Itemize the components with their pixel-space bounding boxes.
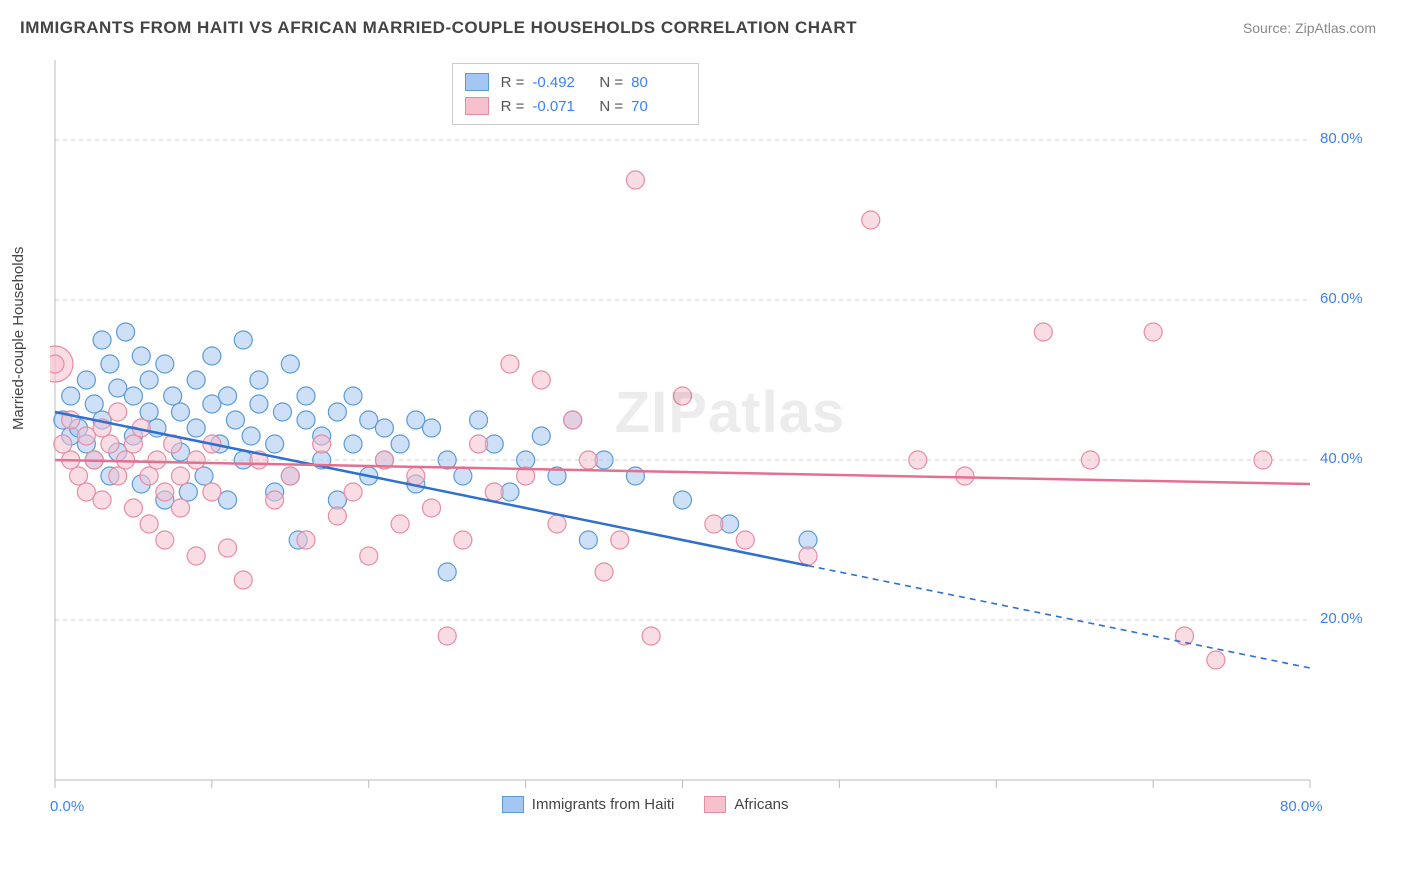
chart-title: IMMIGRANTS FROM HAITI VS AFRICAN MARRIED… xyxy=(20,18,857,38)
legend-r-value: -0.492 xyxy=(532,74,587,91)
legend-swatch xyxy=(502,796,524,813)
y-tick-label: 20.0% xyxy=(1320,610,1363,627)
x-tick-label-min: 0.0% xyxy=(50,798,84,815)
y-axis-label: Married-couple Households xyxy=(10,247,27,430)
legend-item: Africans xyxy=(704,796,788,813)
watermark-rest: atlas xyxy=(708,380,845,445)
legend-row: R = -0.492 N = 80 xyxy=(465,70,687,94)
legend-row: R = -0.071 N = 70 xyxy=(465,94,687,118)
legend-r-value: -0.071 xyxy=(532,98,587,115)
legend-n-value: 70 xyxy=(631,98,686,115)
watermark: ZIPatlas xyxy=(615,379,845,446)
y-tick-label: 40.0% xyxy=(1320,450,1363,467)
legend-r-label: R = xyxy=(501,74,525,91)
legend-r-label: R = xyxy=(501,98,525,115)
watermark-bold: ZIP xyxy=(615,380,708,445)
legend-item: Immigrants from Haiti xyxy=(502,796,675,813)
legend-swatch xyxy=(465,73,489,91)
legend-series-name: Africans xyxy=(734,796,788,813)
source-label: Source: xyxy=(1243,20,1291,36)
correlation-legend: R = -0.492 N = 80 R = -0.071 N = 70 xyxy=(452,63,700,125)
legend-n-value: 80 xyxy=(631,74,686,91)
y-tick-label: 80.0% xyxy=(1320,130,1363,147)
legend-swatch xyxy=(465,97,489,115)
source-attribution: Source: ZipAtlas.com xyxy=(1243,20,1376,36)
scatter-plot: ZIPatlas R = -0.492 N = 80 R = -0.071 N = 70 20… xyxy=(50,55,1370,815)
legend-n-label: N = xyxy=(599,74,623,91)
x-tick-label-max: 80.0% xyxy=(1280,798,1323,815)
series-legend: Immigrants from Haiti Africans xyxy=(502,796,789,813)
legend-series-name: Immigrants from Haiti xyxy=(532,796,675,813)
legend-n-label: N = xyxy=(599,98,623,115)
source-link[interactable]: ZipAtlas.com xyxy=(1295,20,1376,36)
y-tick-label: 60.0% xyxy=(1320,290,1363,307)
legend-swatch xyxy=(704,796,726,813)
